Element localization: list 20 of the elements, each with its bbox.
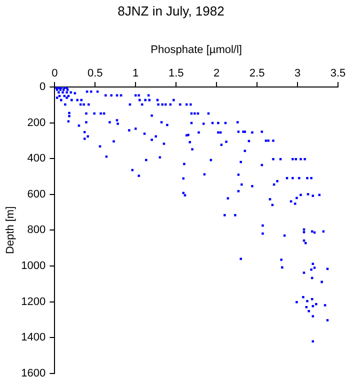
x-tick-label: 2 [214, 67, 220, 80]
y-tick-label: 800 [27, 224, 46, 236]
x-tick-label: 2.5 [249, 67, 265, 80]
y-tick-label: 400 [27, 152, 46, 165]
y-tick-label: 600 [27, 188, 46, 200]
y-axis-title: Depth [m] [4, 206, 17, 254]
y-tick-label: 200 [27, 116, 46, 129]
y-tick-label: 1400 [21, 332, 46, 344]
x-tick-label: 0 [52, 67, 58, 80]
x-axis-title: Phosphate [µmol/l] [150, 44, 242, 56]
y-tick-label: 1600 [21, 367, 46, 380]
y-tick-label: 1000 [21, 260, 46, 272]
y-tick-label: 1200 [21, 296, 46, 308]
x-tick-label: 1.5 [168, 67, 184, 80]
chart-title: 8JNZ in July, 1982 [118, 3, 224, 18]
y-tick-label: 0 [40, 81, 46, 94]
x-tick-label: 3 [294, 67, 301, 80]
x-tick-label: 3.5 [330, 67, 346, 80]
x-tick-label: 0.5 [88, 67, 103, 80]
x-tick-label: 1 [132, 67, 139, 80]
